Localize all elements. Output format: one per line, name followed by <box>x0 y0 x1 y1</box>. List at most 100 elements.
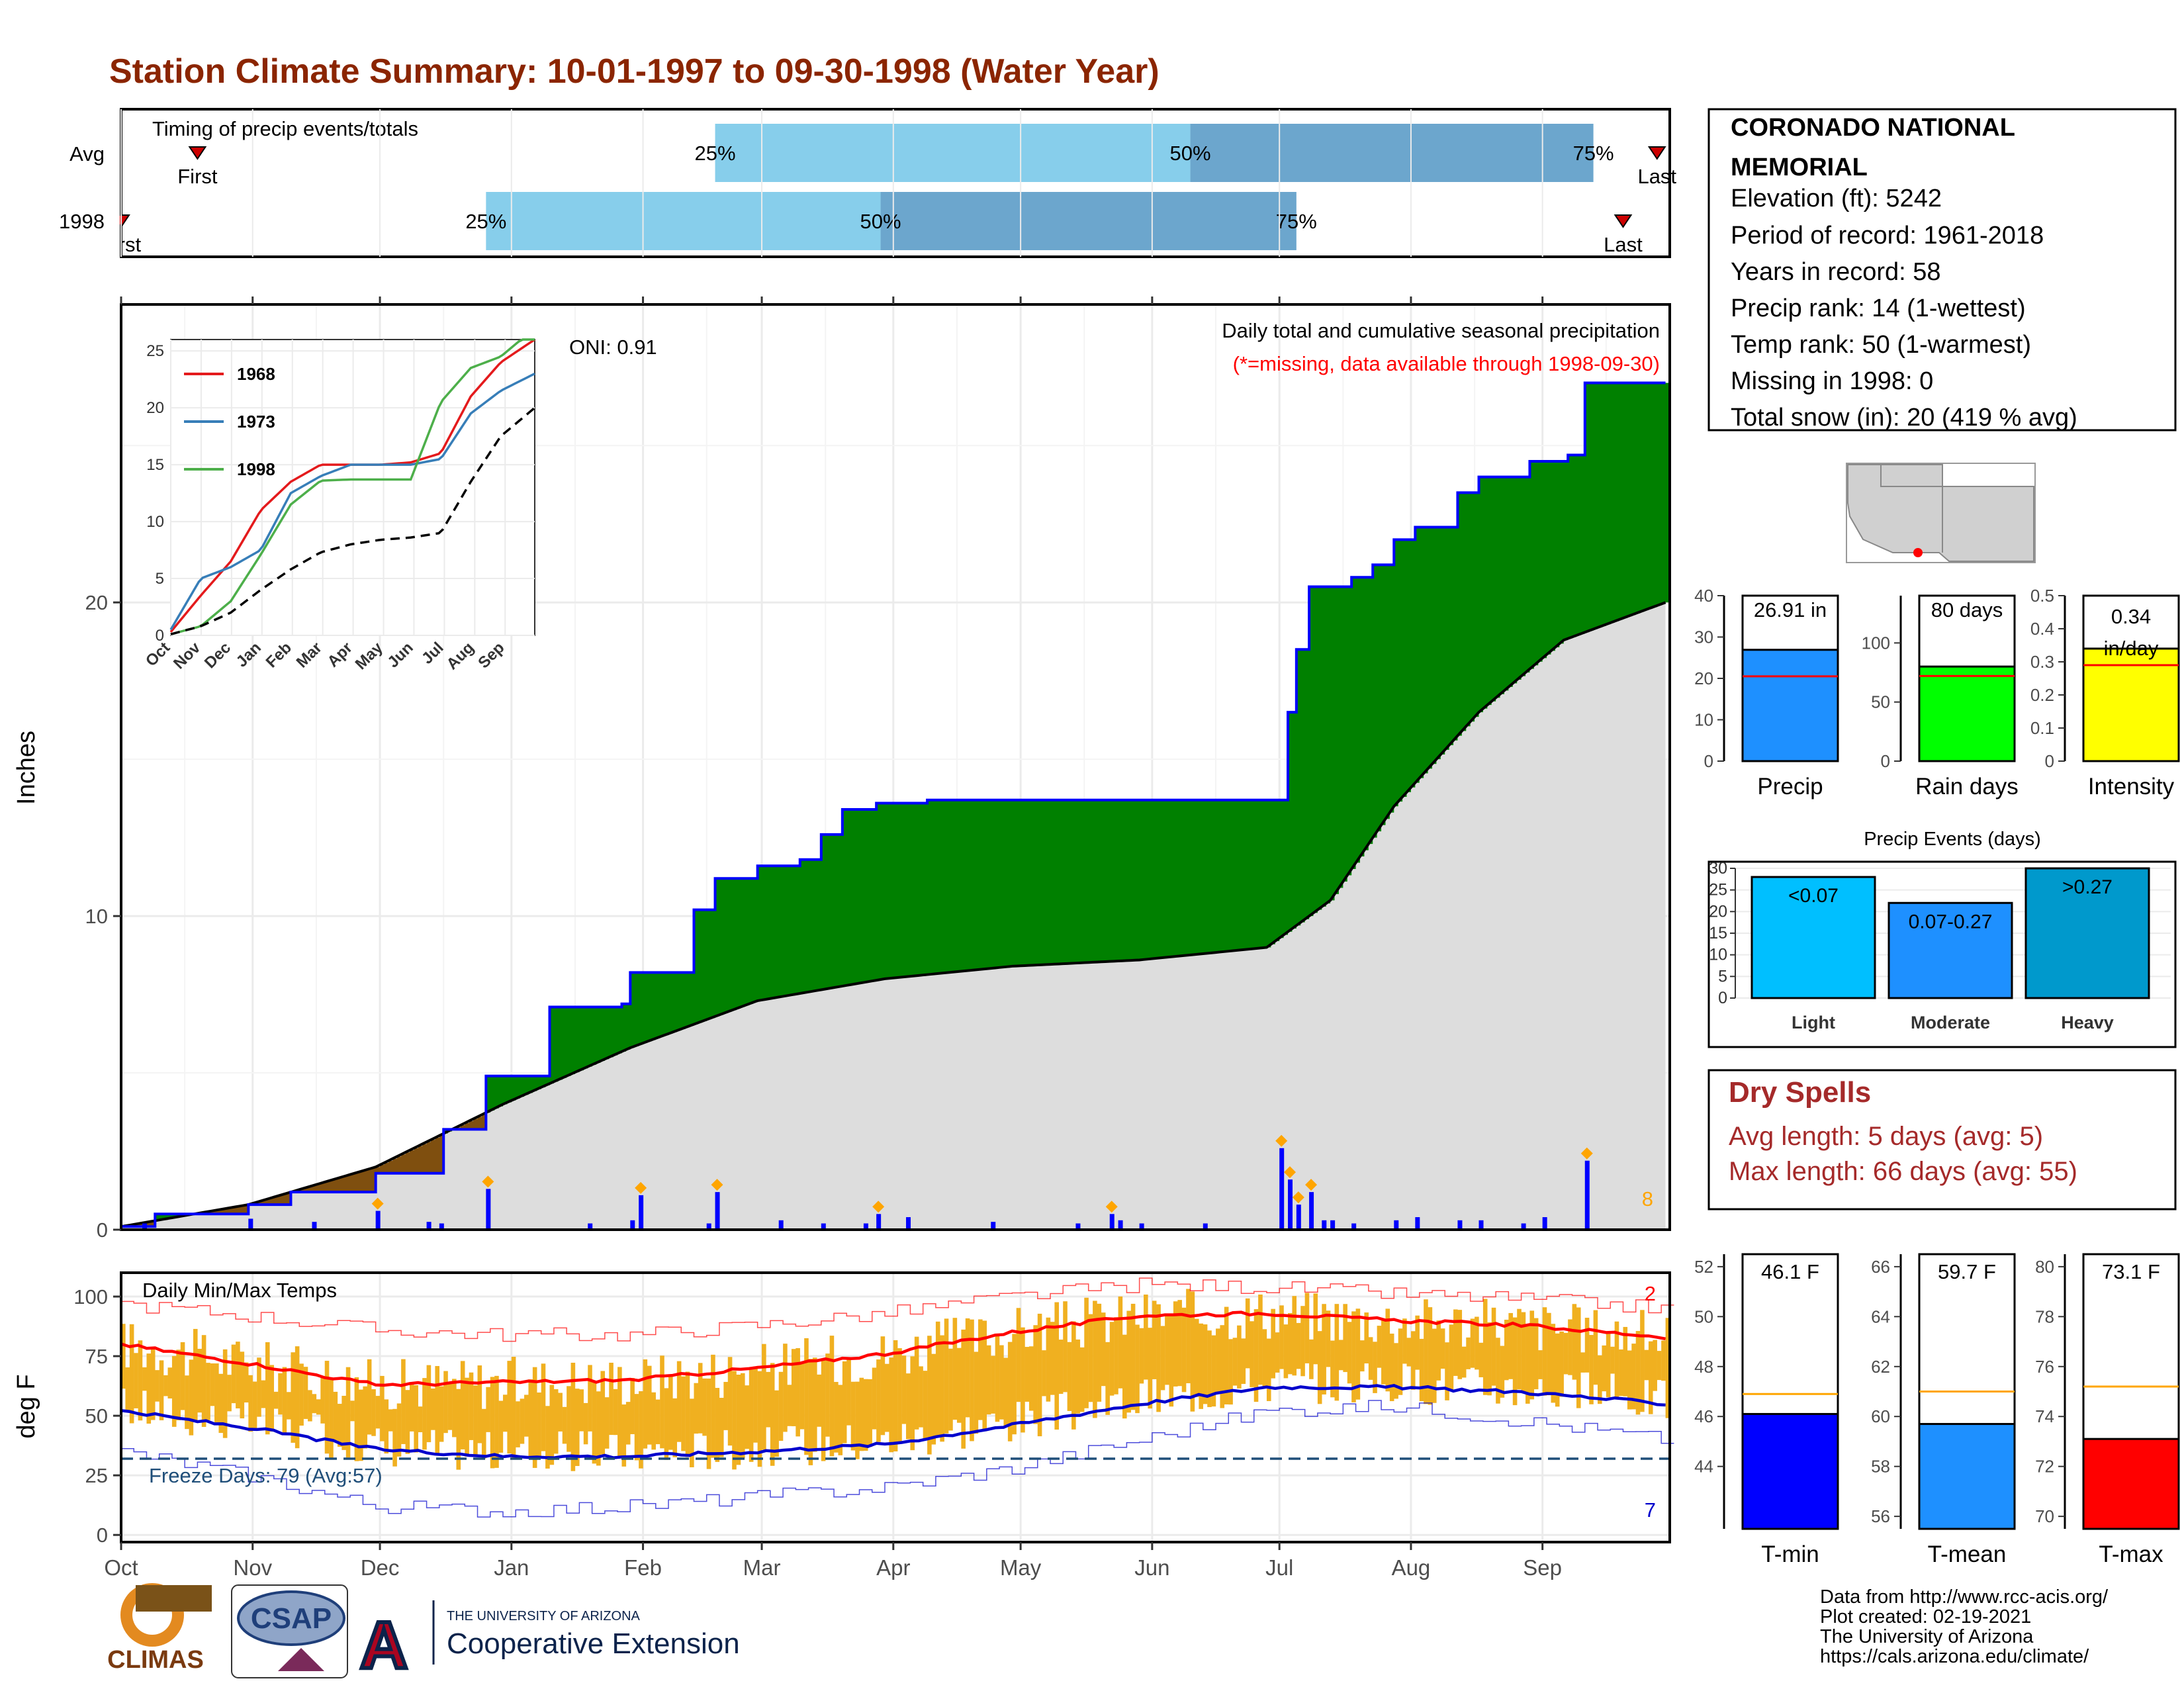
daily-precip-bar <box>588 1223 593 1230</box>
daily-precip-bar <box>778 1220 784 1230</box>
daily-temp-bar <box>1169 1314 1174 1407</box>
daily-precip-bar <box>375 1211 381 1230</box>
daily-temp-bar <box>1271 1308 1275 1379</box>
timing-left-mask <box>0 199 120 251</box>
heavy-precip-marker <box>1580 1147 1593 1160</box>
daily-temp-bar <box>1266 1338 1271 1401</box>
daily-temp-bar <box>1144 1295 1148 1380</box>
daily-temp-bar <box>414 1385 418 1453</box>
daily-temp-bar <box>287 1392 291 1420</box>
precip-summary-tick-label: 0 <box>1704 751 1713 771</box>
events-tick-label: 10 <box>1709 946 1727 964</box>
heavy-precip-marker <box>872 1201 885 1213</box>
daily-temp-bar <box>189 1359 194 1436</box>
summary-bar-charts: 0 10 20 30 40 Precip 26.91 in 0 50 100 Rain days 80… <box>1694 586 2180 800</box>
daily-temp-bar <box>337 1404 342 1447</box>
daily-temp-bar <box>711 1354 715 1458</box>
intensity-summary-bar <box>2082 647 2180 762</box>
daily-temp-bar <box>1300 1306 1305 1377</box>
daily-temp-bar <box>1479 1342 1484 1377</box>
timing-marker-last <box>1614 214 1633 228</box>
daily-temp-bar <box>185 1375 189 1430</box>
daily-temp-bar <box>363 1386 368 1449</box>
daily-temp-bar <box>329 1379 334 1459</box>
temp-count-bottom: 7 <box>1645 1498 1656 1522</box>
daily-precip-bar <box>1322 1220 1327 1230</box>
daily-precip-bar <box>1139 1223 1144 1230</box>
daily-temp-bar <box>1525 1324 1530 1404</box>
daily-temp-bar <box>574 1389 580 1467</box>
daily-temp-bar <box>974 1351 979 1434</box>
daily-temp-bar <box>1410 1331 1416 1390</box>
month-tick-label: Sep <box>1523 1555 1562 1580</box>
uofa-bottom-text: Cooperative Extension <box>447 1627 740 1660</box>
events-category-label: Heavy <box>2061 1013 2114 1032</box>
temperature-panel: deg F Daily Min/Max Temps Freeze Days: 7… <box>13 1271 1674 1580</box>
daily-temp-bar <box>541 1363 546 1451</box>
daily-temp-bar <box>1653 1340 1657 1391</box>
daily-temp-bar <box>507 1361 512 1454</box>
cumulative-precip-line <box>121 381 1666 1228</box>
daily-temp-bar <box>1355 1308 1361 1400</box>
below-average-area <box>125 1115 486 1227</box>
tmean-tick-label: 64 <box>1871 1306 1890 1326</box>
daily-temp-bar <box>1602 1345 1607 1392</box>
temp-frame <box>120 1271 1671 1543</box>
precip-summary-tick-label: 30 <box>1694 627 1713 647</box>
daily-temp-bar <box>1360 1340 1365 1372</box>
daily-temp-bar <box>396 1403 402 1457</box>
tmin-tick-label: 46 <box>1694 1406 1713 1426</box>
daily-temp-bar <box>201 1335 206 1427</box>
daily-temp-bar <box>935 1321 940 1437</box>
daily-precip-bar <box>991 1222 996 1230</box>
daily-temp-bar <box>1385 1308 1390 1392</box>
heavy-precip-marker <box>1105 1201 1118 1213</box>
daily-temp-bar <box>1440 1328 1445 1369</box>
daily-temp-bar <box>660 1355 664 1449</box>
record-min-line <box>121 1400 1674 1518</box>
footer-line: The University of Arizona <box>1820 1626 2034 1647</box>
precip-summary-value: 26.91 in <box>1754 598 1827 621</box>
daily-temp-bar <box>804 1338 809 1455</box>
daily-temp-bar <box>1211 1335 1216 1407</box>
daily-temp-bar <box>668 1376 673 1450</box>
station-line: Total snow (in): 20 (419 % avg) <box>1731 404 2077 432</box>
daily-temp-bar <box>1402 1318 1407 1364</box>
inset-legend-label: 1968 <box>237 364 275 384</box>
daily-temp-bar <box>749 1367 754 1462</box>
daily-temp-bar <box>681 1376 686 1451</box>
daily-temp-bar <box>799 1362 805 1430</box>
daily-temp-bar <box>1461 1346 1467 1378</box>
daily-temp-bar <box>1309 1339 1314 1379</box>
temp-y-axis-label: deg F <box>13 1374 40 1438</box>
daily-temp-bar <box>494 1375 499 1468</box>
daily-temp-bar <box>1130 1303 1136 1410</box>
station-line: Missing in 1998: 0 <box>1731 367 1933 395</box>
daily-temp-bar <box>859 1377 864 1451</box>
daily-temp-bar <box>240 1351 245 1419</box>
daily-temp-bar <box>1432 1328 1437 1403</box>
daily-temp-bar <box>1037 1313 1042 1437</box>
daily-temp-bar <box>1258 1294 1263 1385</box>
daily-temp-bar <box>1538 1350 1543 1379</box>
daily-temp-bar <box>613 1389 618 1436</box>
daily-temp-bar <box>647 1365 652 1445</box>
figure-title: Station Climate Summary: 10-01-1997 to 0… <box>109 52 1160 91</box>
precip-summary-label: Precip <box>1757 774 1823 800</box>
tmax-tick-label: 80 <box>2035 1257 2054 1277</box>
daily-temp-bar <box>1623 1326 1628 1396</box>
events-bar-label: <0.07 <box>1788 885 1839 907</box>
daily-temp-bar <box>621 1404 627 1467</box>
daily-temp-bar <box>927 1336 932 1455</box>
daily-temp-bar <box>1334 1304 1340 1401</box>
daily-temp-bar <box>1012 1334 1017 1435</box>
daily-temp-bar <box>774 1390 779 1457</box>
dry-spells-title: Dry Spells <box>1729 1076 1871 1109</box>
tmin: 44 46 48 50 52 T-min 46.1 F <box>1694 1253 1839 1567</box>
tmean-bar <box>1918 1423 2016 1530</box>
daily-temp-bar <box>757 1371 762 1467</box>
daily-temp-bar <box>970 1319 974 1441</box>
daily-temp-bar <box>940 1335 944 1442</box>
footer-line: Plot created: 02-19-2021 <box>1820 1606 2031 1627</box>
daily-temp-bar <box>1589 1335 1594 1404</box>
